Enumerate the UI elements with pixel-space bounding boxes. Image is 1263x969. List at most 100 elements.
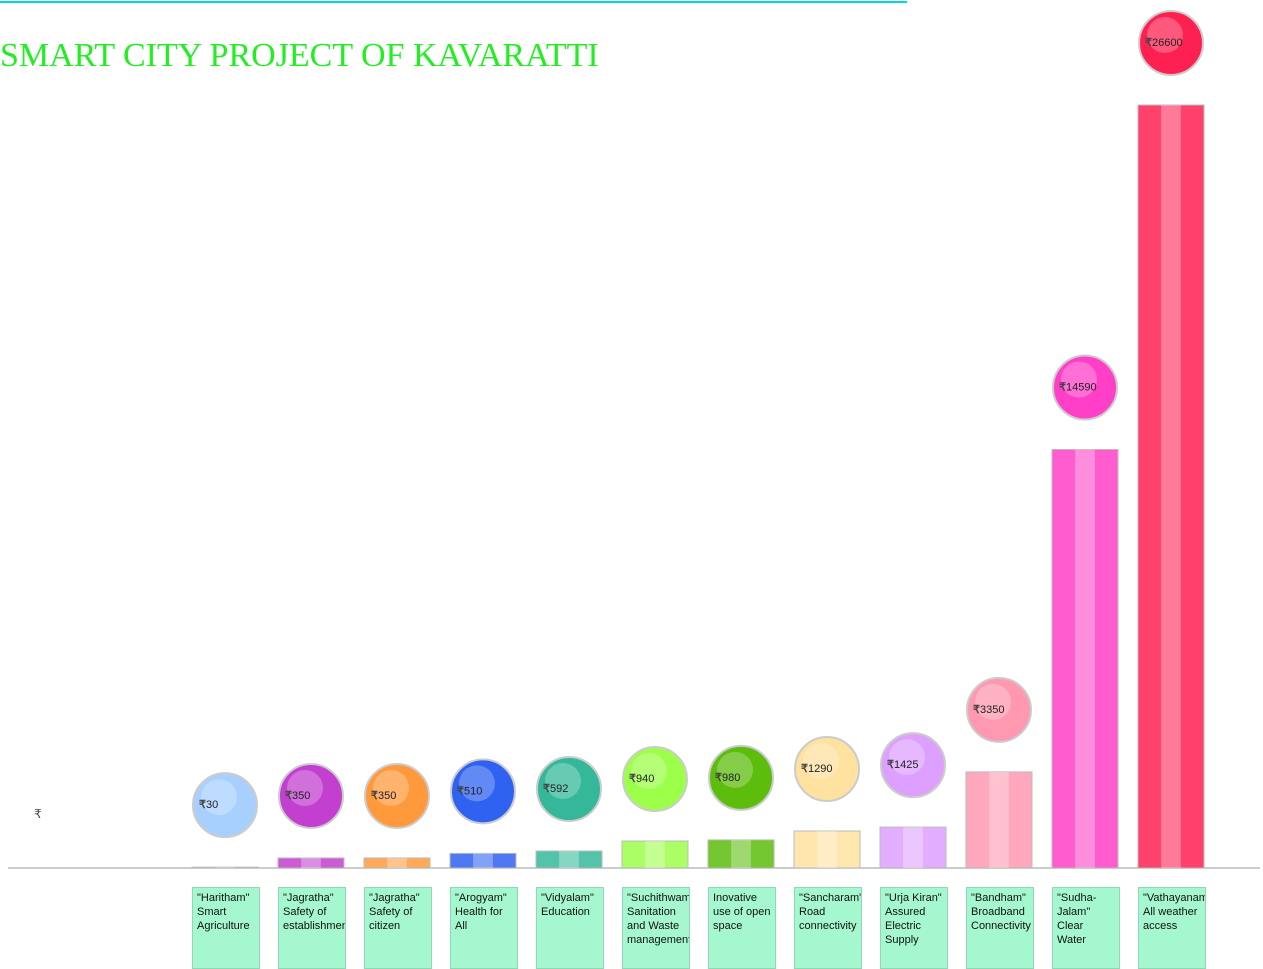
value-bubble: [192, 772, 258, 839]
bar: [707, 839, 775, 869]
bar: [965, 771, 1033, 869]
currency-symbol: ₹: [457, 785, 464, 797]
category-label: "Suchithwam" Sanitation and Waste manage…: [622, 887, 690, 969]
bubble-shine: [545, 763, 581, 800]
bubble-shine: [803, 742, 839, 779]
value-number: 26600: [1152, 37, 1183, 49]
value-bubble: [966, 676, 1032, 743]
value-number: 940: [636, 773, 654, 785]
value-bubble: [536, 756, 602, 823]
bar: [191, 866, 259, 869]
bar-shine: [903, 827, 923, 868]
category-label: Inovative use of open space: [708, 887, 776, 969]
currency-symbol: ₹: [801, 763, 808, 775]
bar-shine: [989, 771, 1009, 868]
currency-symbol: ₹: [887, 759, 894, 771]
value-label: ₹1425: [887, 759, 918, 771]
value-number: 350: [378, 790, 396, 802]
currency-symbol: ₹: [1145, 37, 1152, 49]
value-label: ₹592: [543, 783, 568, 795]
currency-symbol: ₹: [371, 790, 378, 802]
bar: [535, 850, 603, 869]
bar: [1051, 448, 1119, 869]
bar: [277, 857, 345, 869]
bar: [621, 840, 689, 869]
value-label: ₹30: [199, 799, 218, 811]
value-bubble: [364, 762, 430, 829]
bubble-shine: [889, 739, 925, 776]
bubble-shine: [459, 765, 495, 802]
category-label: "Sancharam" Road connectivity: [794, 887, 862, 969]
value-bubble: [450, 758, 516, 825]
bar: [1137, 104, 1205, 869]
value-bubble: [1138, 10, 1204, 76]
value-number: 510: [464, 785, 482, 797]
chart-title: SMART CITY PROJECT OF KAVARATTI: [0, 37, 599, 74]
bubble-shine: [201, 779, 237, 816]
category-label: "Vidyalam" Education: [536, 887, 604, 969]
bubble-shine: [631, 753, 667, 790]
category-label: "Bandham" Broadband Connectivity: [966, 887, 1034, 969]
value-label: ₹940: [629, 773, 654, 785]
value-label: ₹350: [285, 790, 310, 802]
value-label: ₹14590: [1059, 381, 1097, 393]
bubble-shine: [1061, 361, 1097, 398]
value-label: ₹26600: [1145, 37, 1183, 49]
bar: [449, 852, 517, 869]
value-label: ₹1290: [801, 763, 832, 775]
value-number: 14590: [1066, 381, 1097, 393]
value-bubble: [880, 732, 946, 799]
currency-symbol: ₹: [973, 704, 980, 716]
bar-shine: [817, 830, 837, 868]
value-number: 350: [292, 790, 310, 802]
value-bubble: [278, 762, 344, 829]
currency-symbol: ₹: [199, 799, 206, 811]
bar: [363, 857, 431, 869]
value-bubble: [1052, 354, 1118, 421]
bar-shine: [559, 851, 579, 868]
value-label: ₹350: [371, 790, 396, 802]
value-label: ₹510: [457, 785, 482, 797]
bar-shine: [301, 857, 321, 868]
currency-symbol: ₹: [543, 783, 550, 795]
category-label: "Sudha-Jalam" Clear Water: [1052, 887, 1120, 969]
value-number: 30: [206, 799, 218, 811]
bubble-shine: [287, 769, 323, 806]
currency-symbol: ₹: [1059, 381, 1066, 393]
bar-shine: [731, 839, 751, 868]
category-label: "Jagratha" Safety of citizen: [364, 887, 432, 969]
value-bubble: [622, 746, 688, 813]
category-label: "Haritham" Smart Agriculture: [192, 887, 260, 969]
category-label: "Urja Kiran" Assured Electric Supply: [880, 887, 948, 969]
currency-symbol: ₹: [34, 807, 42, 821]
bubble-shine: [1147, 17, 1183, 53]
value-number: 980: [722, 772, 740, 784]
value-bubble: [708, 744, 774, 811]
currency-symbol: ₹: [629, 773, 636, 785]
bubble-shine: [975, 683, 1011, 720]
value-number: 1290: [808, 763, 832, 775]
bar-shine: [1161, 105, 1181, 868]
bar-shine: [645, 841, 665, 868]
category-label: "Jagratha" Safety of establishment: [278, 887, 346, 969]
value-label: ₹3350: [973, 704, 1004, 716]
value-number: 3350: [980, 704, 1004, 716]
bar-shine: [387, 857, 407, 868]
value-bubble: [794, 735, 860, 802]
bar-shine: [1075, 449, 1095, 868]
bar: [879, 826, 947, 869]
value-number: 1425: [894, 759, 918, 771]
category-label: "Arogyam" Health for All: [450, 887, 518, 969]
bubble-shine: [373, 769, 409, 806]
value-number: 592: [550, 783, 568, 795]
bar: [793, 830, 861, 869]
currency-symbol: ₹: [285, 790, 292, 802]
category-label: "Vathayanam" All weather access: [1138, 887, 1206, 969]
value-label: ₹980: [715, 772, 740, 784]
bar-shine: [215, 867, 235, 868]
currency-symbol: ₹: [715, 772, 722, 784]
bubble-shine: [717, 751, 753, 788]
bar-shine: [473, 853, 493, 868]
